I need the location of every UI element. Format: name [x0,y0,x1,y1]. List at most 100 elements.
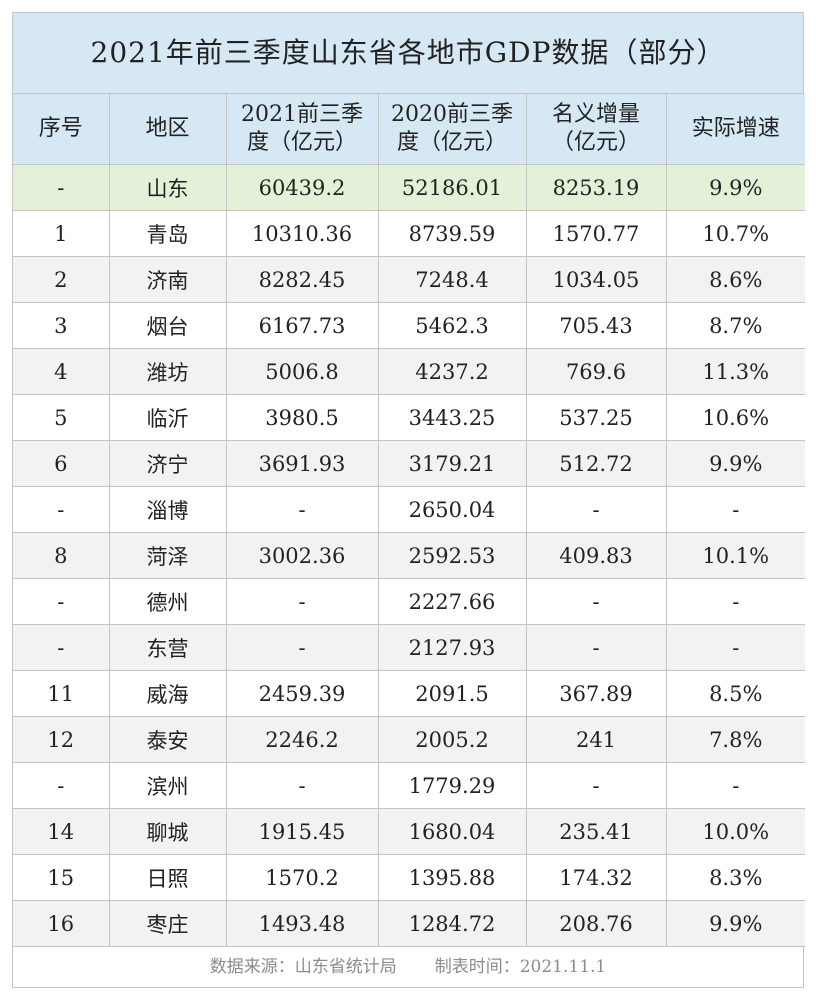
cell-nominal-increase: 409.83 [525,532,667,579]
cell-nominal-increase: 1034.05 [525,256,667,303]
cell-region: 滨州 [108,762,227,809]
cell-index: - [13,624,110,671]
cell-gdp-2021: 6167.73 [225,302,379,349]
cell-real-growth: 9.9% [665,440,805,487]
cell-region: 潍坊 [108,348,227,395]
cell-gdp-2020: 2227.66 [377,578,527,625]
cell-nominal-increase: - [525,486,667,533]
cell-index: 3 [13,302,110,349]
cell-region: 济宁 [108,440,227,487]
cell-region: 青岛 [108,210,227,257]
table-row: 15 日照 1570.2 1395.88 174.32 8.3% [13,854,805,901]
cell-real-growth: 9.9% [665,164,805,211]
cell-real-growth: 11.3% [665,348,805,395]
cell-gdp-2021: 3980.5 [225,394,379,441]
cell-index: 11 [13,670,110,717]
cell-nominal-increase: - [525,762,667,809]
table-row: - 滨州 -1779.29- - [13,762,805,809]
cell-gdp-2020: 1680.04 [377,808,527,855]
cell-nominal-increase: - [525,624,667,671]
cell-gdp-2021: 3002.36 [225,532,379,579]
cell-region: 临沂 [108,394,227,441]
cell-gdp-2020: 2005.2 [377,716,527,763]
table-row: 6 济宁 3691.93 3179.21 512.72 9.9% [13,440,805,487]
cell-real-growth: 7.8% [665,716,805,763]
cell-index: - [13,762,110,809]
cell-gdp-2020: 5462.3 [377,302,527,349]
cell-gdp-2020: 2127.93 [377,624,527,671]
cell-nominal-increase: 174.32 [525,854,667,901]
cell-real-growth: 10.1% [665,532,805,579]
cell-index: - [13,578,110,625]
cell-gdp-2020: 1779.29 [377,762,527,809]
cell-gdp-2020: 1284.72 [377,900,527,947]
cell-index: 2 [13,256,110,303]
cell-index: 5 [13,394,110,441]
cell-gdp-2021: 60439.2 [225,164,379,211]
table-footer: 数据来源：山东省统计局 制表时间：2021.11.1 [13,946,803,987]
cell-region: 聊城 [108,808,227,855]
table-row: 8 菏泽 3002.36 2592.53 409.83 10.1% [13,532,805,579]
cell-region: 泰安 [108,716,227,763]
cell-index: 8 [13,532,110,579]
cell-real-growth: - [665,762,805,809]
cell-real-growth: - [665,578,805,625]
cell-real-growth: 8.7% [665,302,805,349]
cell-nominal-increase: 1570.77 [525,210,667,257]
cell-region: 烟台 [108,302,227,349]
cell-gdp-2020: 1395.88 [377,854,527,901]
table-row: 5 临沂 3980.5 3443.25 537.25 10.6% [13,394,805,441]
cell-region: 淄博 [108,486,227,533]
table-row: 14 聊城 1915.45 1680.04 235.41 10.0% [13,808,805,855]
cell-gdp-2021: 2459.39 [225,670,379,717]
cell-nominal-increase: 705.43 [525,302,667,349]
cell-real-growth: 10.0% [665,808,805,855]
cell-index: 12 [13,716,110,763]
cell-nominal-increase: 512.72 [525,440,667,487]
col-header-real-growth: 实际增速 [665,94,805,165]
cell-index: - [13,486,110,533]
cell-index: 6 [13,440,110,487]
cell-gdp-2020: 8739.59 [377,210,527,257]
cell-real-growth: 10.7% [665,210,805,257]
cell-region: 东营 [108,624,227,671]
cell-gdp-2021: 10310.36 [225,210,379,257]
cell-nominal-increase: 769.6 [525,348,667,395]
gdp-table: 序号 地区 2021前三季 度（亿元） 2020前三季 度（亿元） 名义增量 （亿元）… [13,94,805,947]
cell-nominal-increase: - [525,578,667,625]
table-row: 16 枣庄 1493.48 1284.72 208.76 9.9% [13,900,805,947]
cell-real-growth: 9.9% [665,900,805,947]
cell-index: 15 [13,854,110,901]
cell-region: 威海 [108,670,227,717]
cell-gdp-2020: 52186.01 [377,164,527,211]
cell-gdp-2021: - [225,486,379,533]
data-source: 数据来源：山东省统计局 [209,957,397,977]
cell-nominal-increase: 367.89 [525,670,667,717]
cell-index: 16 [13,900,110,947]
col-header-nominal-increase: 名义增量 （亿元） [525,94,667,165]
table-row: 1 青岛 10310.36 8739.59 1570.77 10.7% [13,210,805,257]
table-date: 制表时间：2021.11.1 [434,957,607,977]
table-row: 3 烟台 6167.73 5462.3 705.43 8.7% [13,302,805,349]
gdp-table-card: 2021年前三季度山东省各地市GDP数据（部分） 序号 地区 2021前三季 度（… [12,12,805,988]
cell-gdp-2020: 7248.4 [377,256,527,303]
cell-gdp-2021: - [225,624,379,671]
cell-gdp-2021: 2246.2 [225,716,379,763]
cell-gdp-2021: 1493.48 [225,900,379,947]
col-header-2020: 2020前三季 度（亿元） [377,94,527,165]
cell-region: 德州 [108,578,227,625]
col-header-index: 序号 [13,94,110,165]
cell-gdp-2020: 2650.04 [377,486,527,533]
cell-gdp-2020: 4237.2 [377,348,527,395]
cell-nominal-increase: 8253.19 [525,164,667,211]
cell-nominal-increase: 241 [525,716,667,763]
cell-real-growth: 8.6% [665,256,805,303]
table-body: - 山东 60439.2 52186.01 8253.19 9.9% 1 青岛 10310.36… [13,164,805,947]
cell-region: 济南 [108,256,227,303]
cell-nominal-increase: 235.41 [525,808,667,855]
cell-real-growth: - [665,486,805,533]
cell-gdp-2021: - [225,578,379,625]
table-row: 2 济南 8282.45 7248.4 1034.05 8.6% [13,256,805,303]
table-row: - 淄博 -2650.04- - [13,486,805,533]
cell-gdp-2021: 1915.45 [225,808,379,855]
